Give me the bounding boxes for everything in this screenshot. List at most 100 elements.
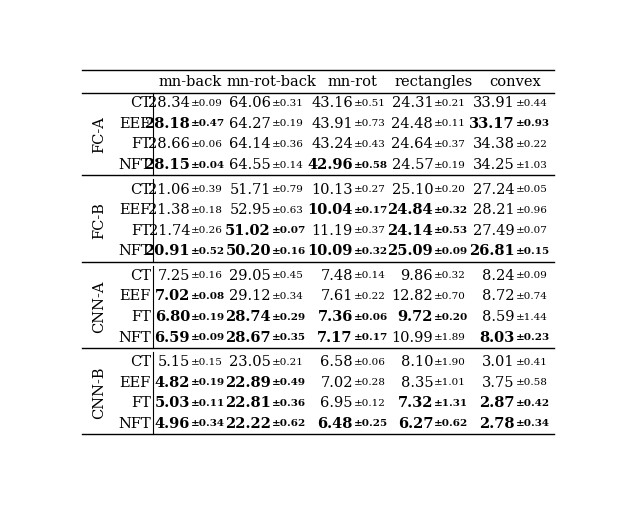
Text: ±0.16: ±0.16: [191, 271, 223, 280]
Text: ±0.16: ±0.16: [272, 247, 306, 256]
Text: 52.95: 52.95: [229, 203, 271, 217]
Text: 9.86: 9.86: [401, 269, 433, 283]
Text: 28.66: 28.66: [148, 137, 190, 152]
Text: 64.27: 64.27: [229, 117, 271, 131]
Text: 10.09: 10.09: [307, 244, 353, 259]
Text: ±0.39: ±0.39: [191, 185, 223, 194]
Text: 26.81: 26.81: [469, 244, 515, 259]
Text: ±0.04: ±0.04: [191, 161, 225, 170]
Text: 24.48: 24.48: [392, 117, 433, 131]
Text: ±0.15: ±0.15: [516, 247, 550, 256]
Text: 10.13: 10.13: [311, 182, 353, 196]
Text: ±0.31: ±0.31: [272, 98, 304, 108]
Text: 27.49: 27.49: [473, 224, 515, 238]
Text: ±0.19: ±0.19: [191, 313, 225, 322]
Text: 7.32: 7.32: [397, 396, 433, 411]
Text: 21.74: 21.74: [148, 224, 190, 238]
Text: ±0.21: ±0.21: [434, 98, 466, 108]
Text: ±0.14: ±0.14: [354, 271, 386, 280]
Text: 22.22: 22.22: [225, 417, 271, 431]
Text: 22.89: 22.89: [225, 376, 271, 390]
Text: ±0.07: ±0.07: [272, 226, 306, 235]
Text: 6.58: 6.58: [320, 355, 353, 369]
Text: 25.09: 25.09: [388, 244, 433, 259]
Text: 34.38: 34.38: [473, 137, 515, 152]
Text: 4.82: 4.82: [155, 376, 190, 390]
Text: 24.84: 24.84: [388, 203, 433, 217]
Text: ±0.12: ±0.12: [354, 399, 386, 408]
Text: ±0.79: ±0.79: [272, 185, 304, 194]
Text: 21.06: 21.06: [148, 182, 190, 196]
Text: ±0.62: ±0.62: [434, 420, 468, 428]
Text: 6.95: 6.95: [320, 396, 353, 411]
Text: mn-rot-back: mn-rot-back: [226, 75, 316, 88]
Text: ±0.53: ±0.53: [434, 226, 468, 235]
Text: ±0.06: ±0.06: [354, 313, 388, 322]
Text: CT: CT: [130, 355, 151, 369]
Text: ±0.36: ±0.36: [272, 140, 304, 149]
Text: FT: FT: [131, 310, 151, 324]
Text: 8.35: 8.35: [401, 376, 433, 390]
Text: 51.02: 51.02: [225, 224, 271, 238]
Text: EEF: EEF: [120, 203, 151, 217]
Text: EEF: EEF: [120, 376, 151, 390]
Text: 33.91: 33.91: [473, 96, 515, 110]
Text: ±0.37: ±0.37: [434, 140, 466, 149]
Text: ±0.21: ±0.21: [272, 358, 304, 367]
Text: 27.24: 27.24: [473, 182, 515, 196]
Text: ±0.17: ±0.17: [354, 333, 388, 342]
Text: 6.27: 6.27: [397, 417, 433, 431]
Text: ±0.06: ±0.06: [191, 140, 223, 149]
Text: ±0.96: ±0.96: [516, 206, 548, 215]
Text: CT: CT: [130, 182, 151, 196]
Text: 43.24: 43.24: [311, 137, 353, 152]
Text: ±0.20: ±0.20: [434, 185, 466, 194]
Text: ±1.44: ±1.44: [516, 313, 548, 322]
Text: ±0.19: ±0.19: [434, 161, 466, 170]
Text: 33.17: 33.17: [469, 117, 515, 131]
Text: ±0.27: ±0.27: [354, 185, 386, 194]
Text: 7.25: 7.25: [157, 269, 190, 283]
Text: ±0.11: ±0.11: [434, 119, 466, 128]
Text: 24.57: 24.57: [392, 158, 433, 172]
Text: 25.10: 25.10: [392, 182, 433, 196]
Text: NFT: NFT: [118, 158, 151, 172]
Text: 34.25: 34.25: [473, 158, 515, 172]
Text: ±0.70: ±0.70: [434, 292, 466, 301]
Text: ±0.63: ±0.63: [272, 206, 304, 215]
Text: FT: FT: [131, 224, 151, 238]
Text: ±0.06: ±0.06: [354, 358, 386, 367]
Text: 11.19: 11.19: [312, 224, 353, 238]
Text: ±0.34: ±0.34: [191, 420, 225, 428]
Text: ±0.11: ±0.11: [191, 399, 225, 408]
Text: 8.72: 8.72: [483, 289, 515, 304]
Text: 7.17: 7.17: [317, 331, 353, 344]
Text: ±0.20: ±0.20: [434, 313, 468, 322]
Text: ±0.62: ±0.62: [272, 420, 306, 428]
Text: 28.21: 28.21: [473, 203, 515, 217]
Text: 10.04: 10.04: [307, 203, 353, 217]
Text: ±0.09: ±0.09: [191, 333, 225, 342]
Text: ±0.44: ±0.44: [516, 98, 548, 108]
Text: ±0.07: ±0.07: [516, 226, 548, 235]
Text: CNN-B: CNN-B: [92, 367, 106, 419]
Text: ±0.42: ±0.42: [516, 399, 550, 408]
Text: ±0.32: ±0.32: [434, 206, 468, 215]
Text: 8.03: 8.03: [479, 331, 515, 344]
Text: 9.72: 9.72: [397, 310, 433, 324]
Text: 21.38: 21.38: [148, 203, 190, 217]
Text: 28.34: 28.34: [148, 96, 190, 110]
Text: FT: FT: [131, 137, 151, 152]
Text: ±0.29: ±0.29: [272, 313, 306, 322]
Text: ±0.73: ±0.73: [354, 119, 386, 128]
Text: 5.15: 5.15: [158, 355, 190, 369]
Text: 8.10: 8.10: [401, 355, 433, 369]
Text: 5.03: 5.03: [155, 396, 190, 411]
Text: convex: convex: [489, 75, 541, 88]
Text: 29.05: 29.05: [229, 269, 271, 283]
Text: 3.75: 3.75: [483, 376, 515, 390]
Text: 50.20: 50.20: [225, 244, 271, 259]
Text: ±0.32: ±0.32: [354, 247, 388, 256]
Text: ±0.28: ±0.28: [354, 378, 386, 387]
Text: 7.02: 7.02: [155, 289, 190, 304]
